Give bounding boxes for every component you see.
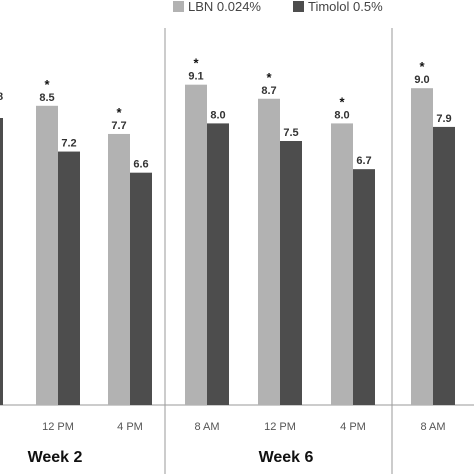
bar-lbn-2 xyxy=(108,133,130,405)
significance-star-5: * xyxy=(339,94,345,109)
x-tick-label-5: 4 PM xyxy=(340,421,366,433)
significance-star-6: * xyxy=(419,59,425,74)
value-label-lbn-3: 9.1 xyxy=(188,71,203,83)
group-label-1: Week 6 xyxy=(259,449,314,466)
significance-star-3: * xyxy=(193,56,199,71)
bar-timolol-3 xyxy=(207,123,229,406)
bar-timolol-4 xyxy=(280,141,302,405)
bar-lbn-4 xyxy=(258,98,280,405)
group-label-0: Week 2 xyxy=(28,449,83,466)
value-label-timolol-4: 7.5 xyxy=(283,127,298,139)
value-label-lbn-2: 7.7 xyxy=(111,120,126,132)
value-label-lbn-1: 8.5 xyxy=(39,92,54,104)
bar-timolol-2 xyxy=(130,172,152,405)
x-tick-label-4: 12 PM xyxy=(264,421,296,433)
value-label-timolol-2: 6.6 xyxy=(133,159,148,171)
value-label-partial-left: 8 xyxy=(0,91,3,103)
x-tick-label-3: 8 AM xyxy=(194,421,219,433)
value-label-lbn-6: 9.0 xyxy=(414,74,429,86)
legend-label-lbn: LBN 0.024% xyxy=(188,0,261,14)
bar-timolol-1 xyxy=(58,151,80,405)
bar-lbn-6 xyxy=(411,88,433,405)
value-label-timolol-3: 8.0 xyxy=(210,109,225,121)
bar-timolol-6 xyxy=(433,126,455,406)
bar-lbn-1 xyxy=(36,105,58,406)
bar-lbn-5 xyxy=(331,123,353,406)
x-tick-label-2: 4 PM xyxy=(117,421,143,433)
value-label-lbn-4: 8.7 xyxy=(261,85,276,97)
significance-star-1: * xyxy=(44,77,50,92)
bar-lbn-3 xyxy=(185,84,207,406)
bar-timolol-5 xyxy=(353,169,375,405)
legend-swatch-lbn xyxy=(173,1,184,12)
legend: LBN 0.024% Timolol 0.5% xyxy=(173,0,383,14)
significance-star-2: * xyxy=(116,105,122,120)
x-tick-label-1: 12 PM xyxy=(42,421,74,433)
legend-swatch-timolol xyxy=(293,1,304,12)
value-label-timolol-5: 6.7 xyxy=(356,155,371,167)
value-label-timolol-1: 7.2 xyxy=(61,138,76,150)
value-label-lbn-5: 8.0 xyxy=(334,109,349,121)
significance-star-4: * xyxy=(266,70,272,85)
value-label-timolol-6: 7.9 xyxy=(436,113,451,125)
legend-label-timolol: Timolol 0.5% xyxy=(308,0,383,14)
x-tick-label-6: 8 AM xyxy=(420,421,445,433)
bar-partial-left xyxy=(0,118,3,405)
